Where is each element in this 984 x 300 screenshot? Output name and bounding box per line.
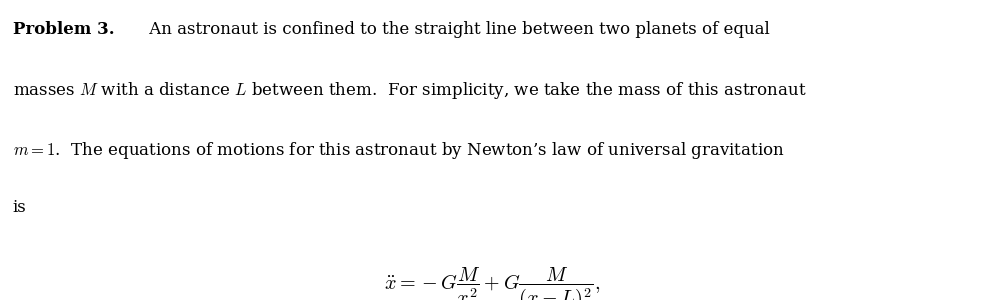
Text: Problem 3.: Problem 3. (13, 21, 114, 38)
Text: is: is (13, 199, 27, 216)
Text: masses $M$ with a distance $L$ between them.  For simplicity, we take the mass o: masses $M$ with a distance $L$ between t… (13, 80, 806, 101)
Text: $\ddot{x} = -G\dfrac{M}{x^2} + G\dfrac{M}{(x - L)^2},$: $\ddot{x} = -G\dfrac{M}{x^2} + G\dfrac{M… (384, 265, 600, 300)
Text: An astronaut is confined to the straight line between two planets of equal: An astronaut is confined to the straight… (144, 21, 769, 38)
Text: $m = 1$.  The equations of motions for this astronaut by Newton’s law of univers: $m = 1$. The equations of motions for th… (13, 140, 784, 161)
